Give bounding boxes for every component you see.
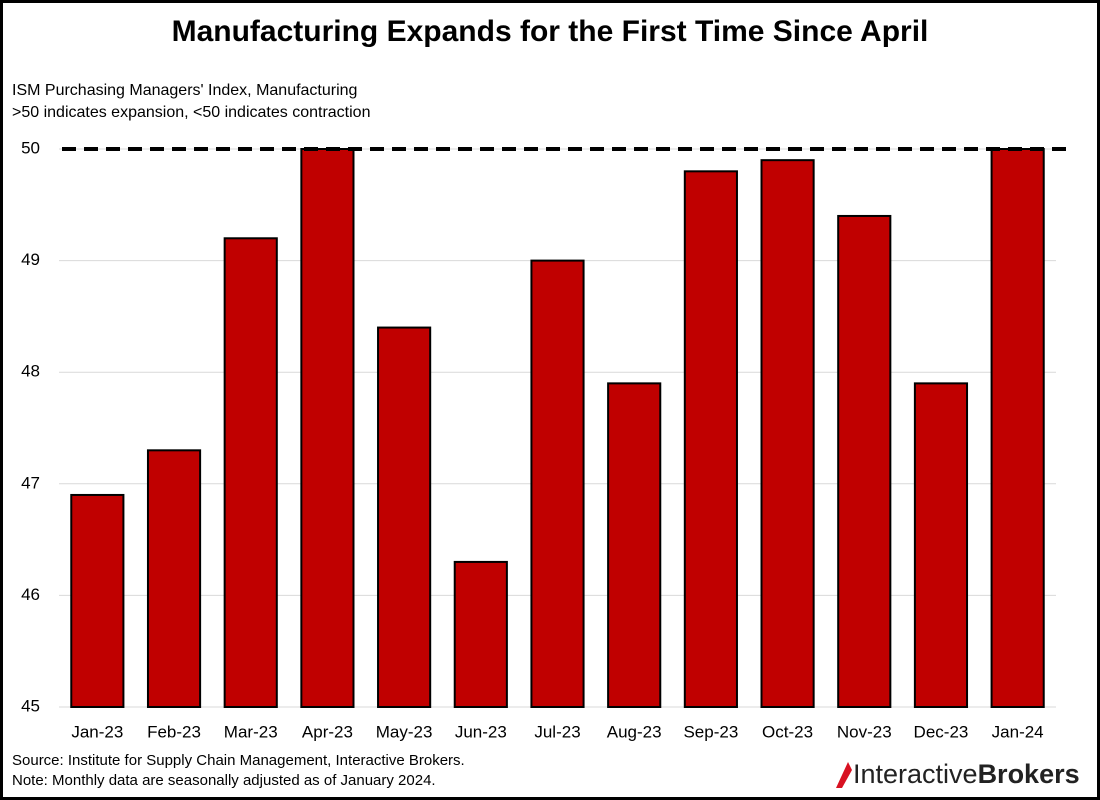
x-tick-label: May-23 — [376, 722, 433, 741]
bar — [453, 560, 508, 708]
x-tick-label: Mar-23 — [224, 722, 278, 741]
logo-text: InteractiveBrokers — [853, 759, 1080, 789]
y-tick-label: 46 — [21, 585, 40, 604]
source-note: Note: Monthly data are seasonally adjust… — [12, 772, 436, 789]
subtitle: >50 indicates expansion, <50 indicates c… — [12, 104, 370, 121]
bar — [300, 148, 355, 708]
logo-icon — [836, 762, 852, 788]
x-tick-label: Jun-23 — [455, 722, 507, 741]
y-tick-label: 45 — [21, 696, 40, 715]
bar — [913, 382, 969, 708]
x-tick-label: Jan-23 — [71, 722, 123, 741]
bar — [683, 170, 738, 708]
x-tick-label: Oct-23 — [762, 722, 813, 741]
x-tick-label: Jan-24 — [992, 722, 1044, 741]
x-tick-label: Apr-23 — [302, 722, 353, 741]
y-tick-label: 50 — [21, 138, 40, 157]
logo-part: Brokers — [978, 759, 1080, 789]
y-tick-label: 48 — [21, 362, 40, 381]
bar — [760, 159, 815, 709]
source-note: Source: Institute for Supply Chain Manag… — [12, 752, 465, 769]
bar — [607, 382, 662, 708]
bar — [70, 493, 125, 708]
bar — [146, 449, 202, 708]
bar — [377, 326, 432, 708]
x-tick-label: Dec-23 — [914, 722, 969, 741]
bar — [530, 259, 585, 708]
bar — [837, 214, 892, 709]
x-tick-label: Aug-23 — [607, 722, 662, 741]
x-tick-label: Jul-23 — [534, 722, 580, 741]
subtitle: ISM Purchasing Managers' Index, Manufact… — [12, 82, 357, 99]
chart-title: Manufacturing Expands for the First Time… — [172, 15, 929, 48]
x-tick-label: Nov-23 — [837, 722, 892, 741]
x-tick-label: Sep-23 — [683, 722, 738, 741]
bar — [990, 148, 1045, 708]
y-tick-label: 47 — [21, 473, 40, 492]
logo-part: Interactive — [853, 759, 978, 789]
y-tick-label: 49 — [21, 250, 40, 269]
x-tick-label: Feb-23 — [147, 722, 201, 741]
bar — [223, 237, 278, 708]
